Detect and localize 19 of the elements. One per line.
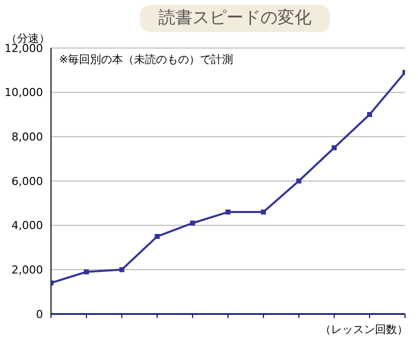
y-tick-label: 6,000 — [12, 174, 43, 188]
point — [119, 267, 124, 272]
y-tick-label: 10,000 — [4, 86, 43, 100]
y-tick-label: 2,000 — [12, 264, 43, 277]
y-tick-label: 0 — [36, 308, 43, 321]
point — [367, 112, 372, 117]
point — [190, 220, 196, 226]
y-tick-label: 8,000 — [12, 130, 43, 144]
annotation: ※毎回別の本（未読のもの）で計測 — [59, 52, 234, 67]
point — [296, 178, 302, 184]
point — [332, 145, 337, 150]
point — [154, 234, 160, 239]
x-axis-title: （レッスン回数） — [320, 322, 408, 337]
y-tick-label: 4,000 — [12, 219, 43, 232]
point — [226, 210, 230, 215]
point — [84, 269, 89, 274]
point — [260, 210, 266, 215]
chart-title: 読書スピードの変化 — [140, 5, 330, 32]
y-axis-title: （分速） — [6, 31, 50, 45]
